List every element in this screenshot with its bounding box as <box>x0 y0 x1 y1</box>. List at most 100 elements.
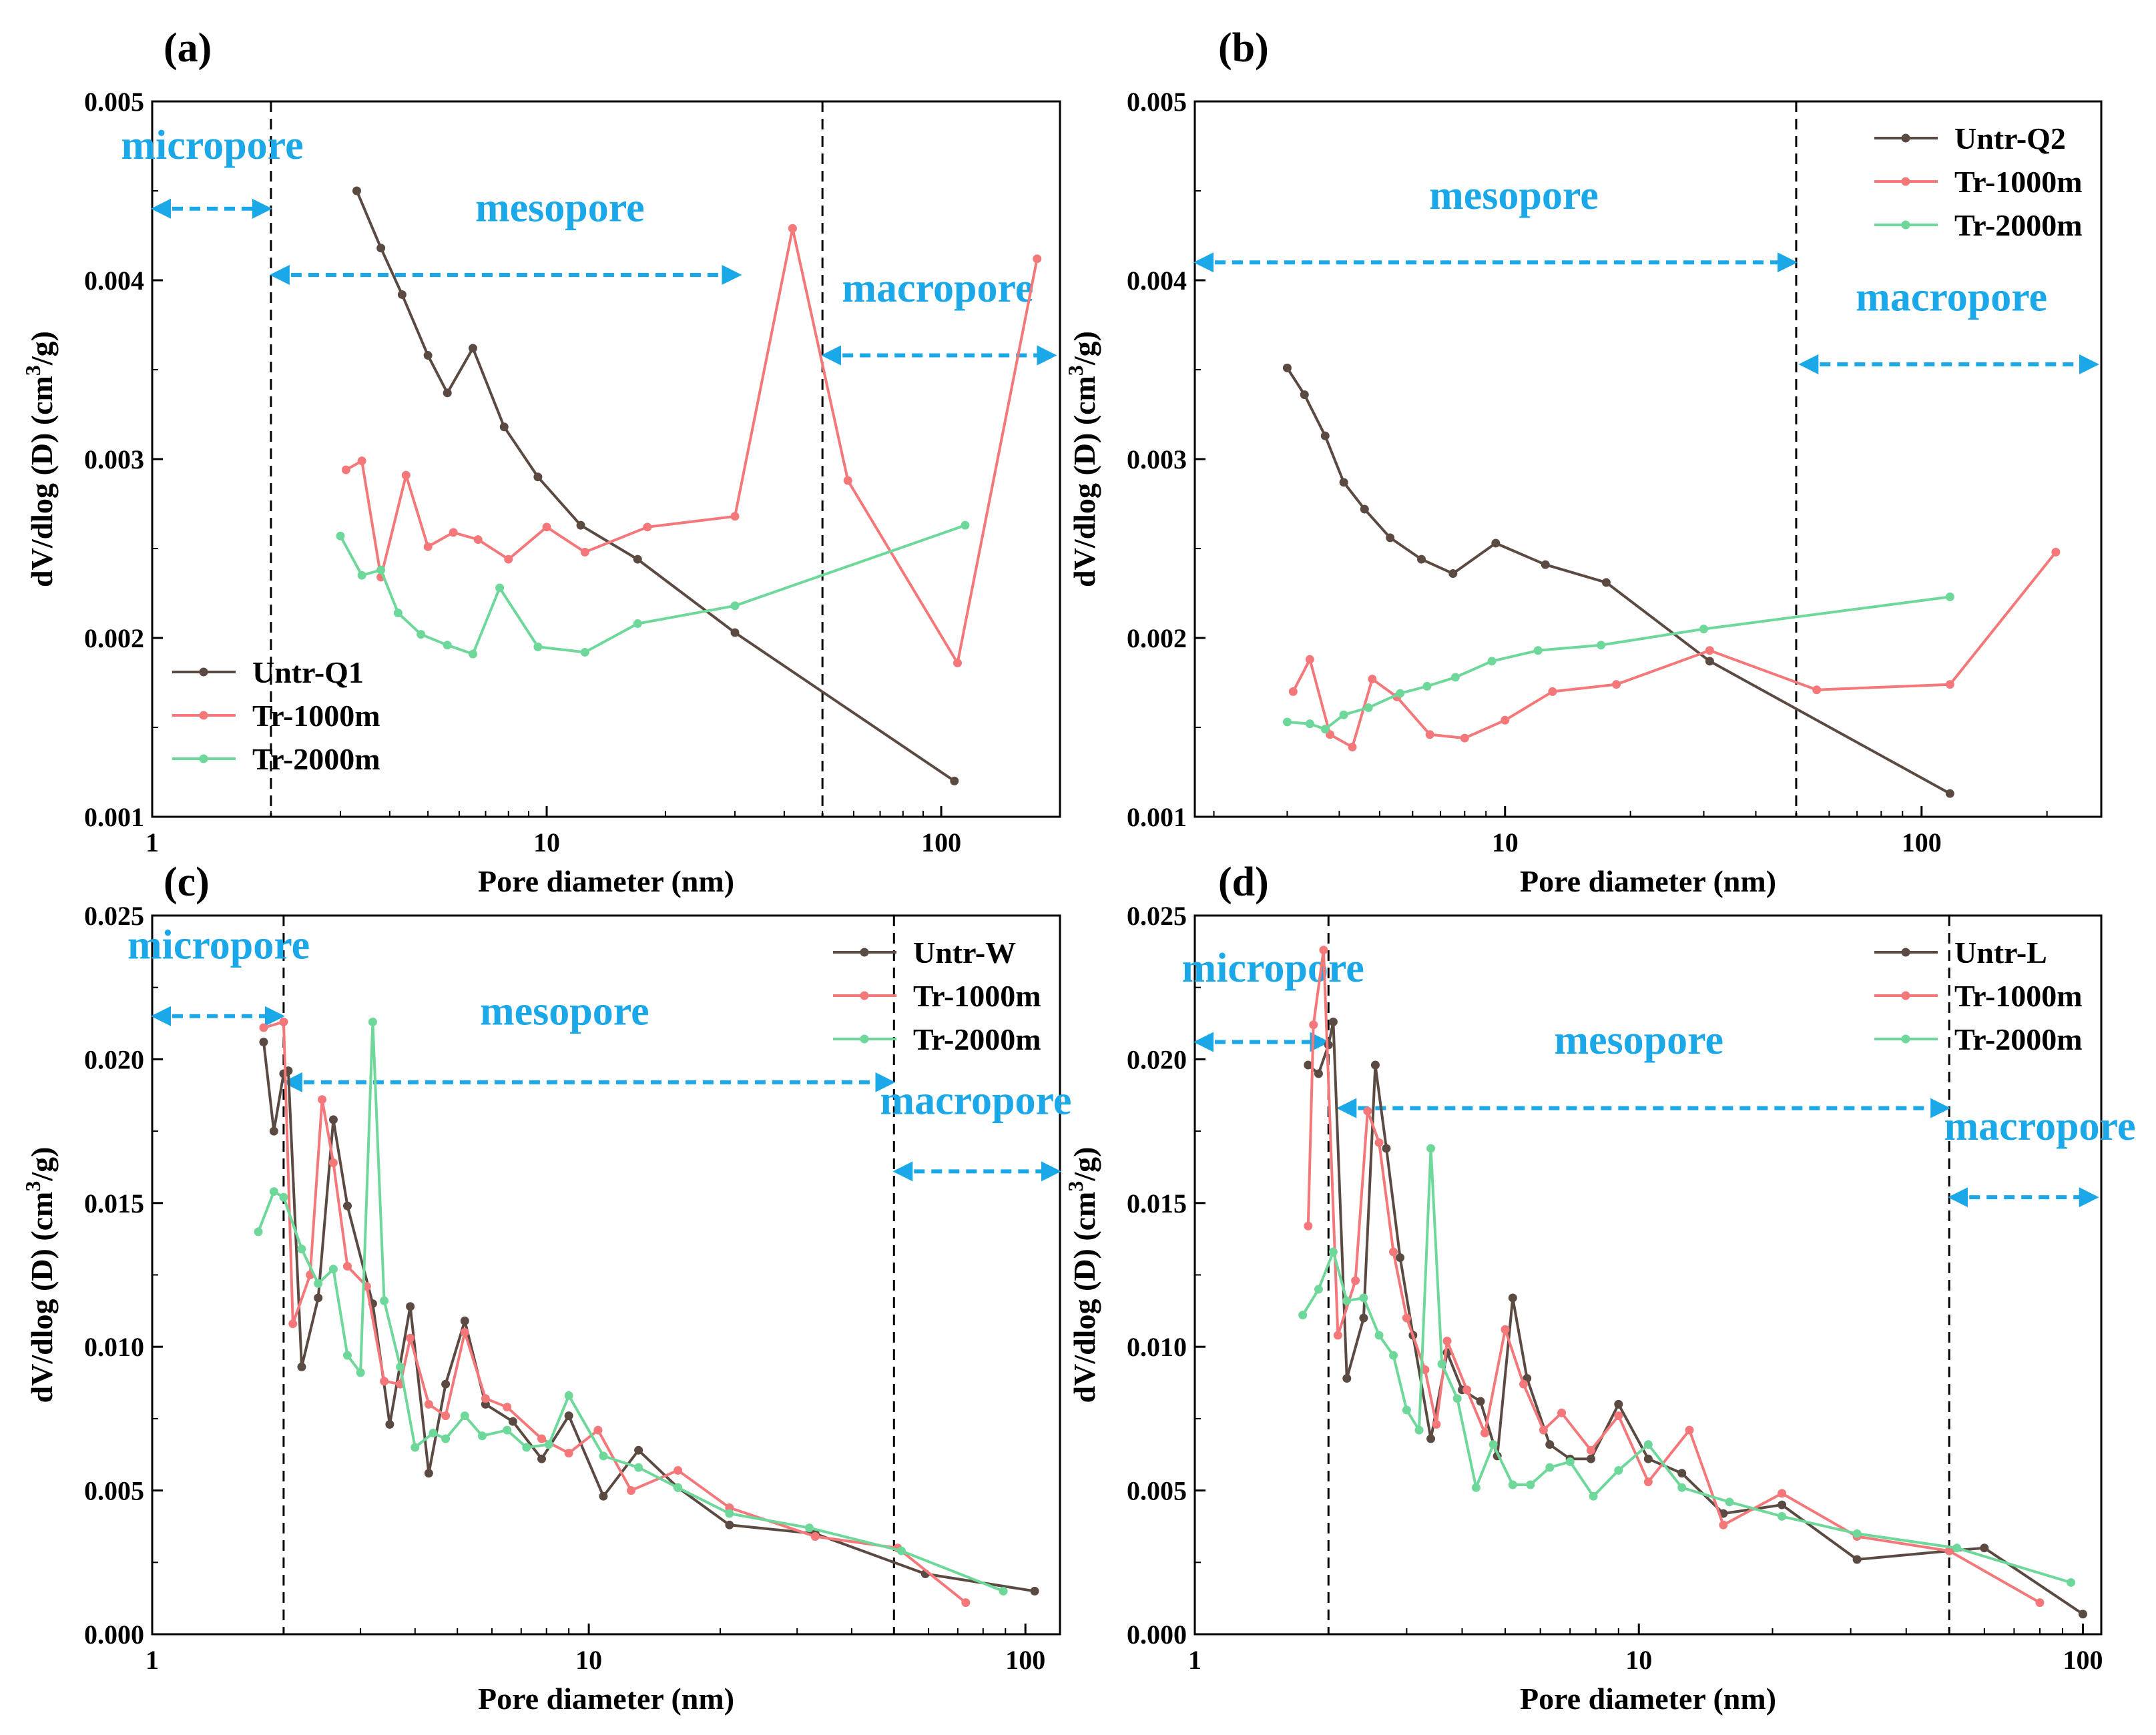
data-point <box>385 1420 394 1429</box>
data-point <box>297 1245 306 1254</box>
data-point <box>342 1201 352 1210</box>
data-point <box>1426 1434 1436 1443</box>
data-point <box>1501 715 1510 725</box>
data-point <box>423 542 433 551</box>
data-point <box>328 1265 338 1274</box>
series-line-tr-2000m <box>1287 595 1950 731</box>
data-point <box>1298 1311 1308 1320</box>
data-point <box>259 1038 268 1047</box>
data-point <box>1705 657 1714 666</box>
data-point <box>1368 675 1377 684</box>
data-point <box>1601 578 1611 587</box>
data-point <box>288 1319 298 1329</box>
data-point <box>544 1440 553 1449</box>
chart-panel-c: (c) 0.000 0.005 0.010 0.015 0.020 0.025 1 10 100 P… <box>21 859 1071 1716</box>
data-point <box>533 642 543 651</box>
data-point <box>1314 1285 1323 1294</box>
x-axis-title: Pore diameter (nm) <box>1520 1682 1776 1716</box>
legend-marker <box>199 667 208 677</box>
data-point <box>1396 1253 1405 1263</box>
x-axis-title: Pore diameter (nm) <box>478 1682 734 1716</box>
region-label-macropore: macropore <box>842 266 1033 311</box>
data-point <box>269 1187 278 1196</box>
data-point <box>1519 1379 1529 1389</box>
region-label-macropore: macropore <box>1944 1104 2136 1149</box>
data-point <box>1778 1489 1787 1498</box>
data-point <box>1548 687 1557 696</box>
data-point <box>468 649 477 659</box>
data-point <box>1460 733 1469 743</box>
data-point <box>1945 592 1954 601</box>
data-point <box>673 1465 683 1475</box>
data-point <box>2035 1598 2045 1608</box>
data-point <box>443 641 452 650</box>
y-axis-title-main: dV/dlog (D) (cm <box>1067 376 1101 587</box>
data-point <box>406 1302 415 1311</box>
data-point <box>633 555 642 564</box>
data-point <box>1320 725 1330 734</box>
x-tick-label: 10 <box>1492 827 1519 857</box>
legend-label: Tr-1000m <box>252 699 380 733</box>
y-tick-label: 0.004 <box>1127 266 1187 296</box>
x-tick-label: 10 <box>1625 1645 1652 1675</box>
data-point <box>1417 555 1426 564</box>
legend-marker <box>860 948 869 957</box>
data-point <box>2067 1578 2076 1587</box>
data-point <box>564 1391 573 1400</box>
region-label-mesopore: mesopore <box>1554 1018 1723 1063</box>
x-tick-label: 100 <box>1005 1645 1045 1675</box>
data-point <box>810 1532 820 1541</box>
chart-panel-d: (d) 0.000 0.005 0.010 0.015 0.020 0.025 1 10 100 P… <box>1063 859 2135 1716</box>
legend-label: Tr-2000m <box>252 742 380 776</box>
legend-label: Untr-Q2 <box>1954 121 2066 155</box>
data-point <box>1030 1586 1039 1596</box>
data-point <box>424 1469 433 1478</box>
data-point <box>341 465 350 474</box>
data-point <box>279 1017 288 1026</box>
data-point <box>953 659 963 668</box>
panel-label: (b) <box>1218 25 1269 71</box>
data-point <box>477 1431 487 1441</box>
data-point <box>1852 1529 1862 1538</box>
legend-marker <box>860 991 869 1000</box>
data-point <box>499 422 509 432</box>
data-point <box>423 351 433 360</box>
data-point <box>1643 1440 1653 1449</box>
data-point <box>1426 1144 1436 1153</box>
data-point <box>441 1379 451 1389</box>
data-point <box>1489 1440 1498 1449</box>
y-tick-label: 0.003 <box>84 444 144 474</box>
data-point <box>564 1449 573 1458</box>
y-tick-label: 0.020 <box>1127 1044 1187 1074</box>
y-tick-label: 0.005 <box>1127 87 1187 117</box>
data-point <box>1314 1069 1323 1078</box>
data-point <box>1508 1293 1517 1303</box>
data-point <box>576 520 585 530</box>
data-point <box>961 520 970 530</box>
data-point <box>1422 681 1432 691</box>
data-point <box>1471 1483 1480 1492</box>
y-tick-label: 0.005 <box>84 1476 144 1506</box>
data-point <box>564 1411 573 1421</box>
x-tick-label: 100 <box>921 827 961 857</box>
data-point <box>393 608 402 617</box>
data-point <box>269 1126 278 1136</box>
data-point <box>1980 1543 1989 1553</box>
legend-marker <box>860 1034 869 1044</box>
data-point <box>424 1399 433 1409</box>
data-point <box>1374 1331 1384 1340</box>
data-point <box>1300 390 1309 400</box>
y-tick-label: 0.004 <box>84 266 144 296</box>
legend-label: Tr-1000m <box>913 979 1041 1013</box>
y-axis-title: dV/dlog (D) (cm3/g) <box>1063 1147 1101 1403</box>
data-point <box>1614 1399 1623 1409</box>
data-point <box>1719 1520 1728 1529</box>
y-tick-label: 0.002 <box>1127 623 1187 653</box>
data-point <box>2078 1610 2087 1619</box>
data-point <box>626 1486 635 1495</box>
legend-label: Tr-2000m <box>1954 208 2083 242</box>
data-point <box>1699 625 1709 634</box>
series-line-untr-q1 <box>355 190 955 783</box>
data-point <box>1374 1138 1384 1147</box>
y-axis-title: dV/dlog (D) (cm3/g) <box>1063 331 1101 587</box>
